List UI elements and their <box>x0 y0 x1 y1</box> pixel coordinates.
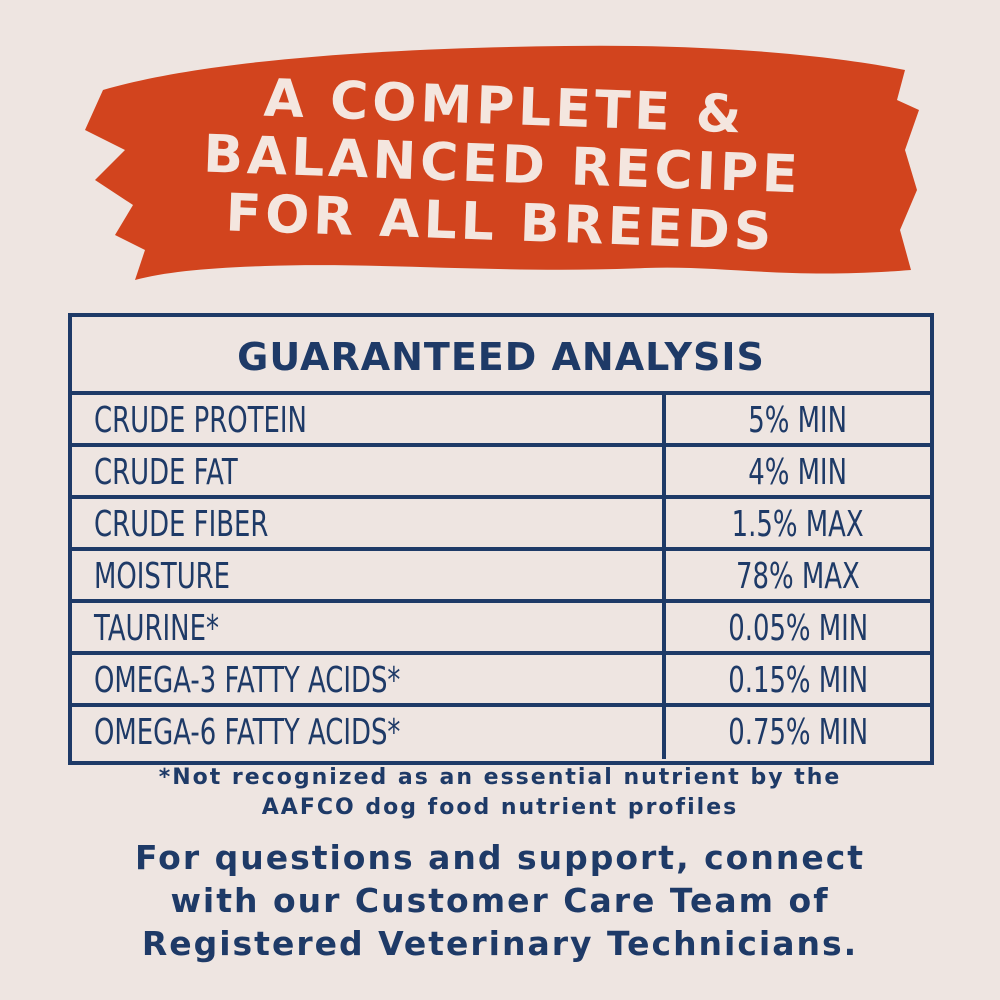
table-title: GUARANTEED ANALYSIS <box>72 317 930 395</box>
table-row: OMEGA-6 FATTY ACIDS* 0.75% MIN <box>72 707 930 759</box>
value-cell: 1.5% MAX <box>666 499 930 547</box>
nutrient-name: CRUDE FAT <box>94 452 238 493</box>
footnote: *Not recognized as an essential nutrient… <box>0 763 1000 823</box>
nutrient-value: 0.15% MIN <box>728 660 868 701</box>
table-row: TAURINE* 0.05% MIN <box>72 603 930 655</box>
support-line: with our Customer Care Team of <box>170 881 830 920</box>
footnote-line: *Not recognized as an essential nutrient… <box>158 765 842 790</box>
nutrient-name: OMEGA-3 FATTY ACIDS* <box>94 660 401 701</box>
banner: A COMPLETE & BALANCED RECIPE FOR ALL BRE… <box>85 40 920 285</box>
nutrient-name: MOISTURE <box>94 556 231 597</box>
nutrient-value: 4% MIN <box>748 452 848 493</box>
value-cell: 0.05% MIN <box>666 603 930 651</box>
table-row: CRUDE FAT 4% MIN <box>72 447 930 499</box>
nutrient-name: CRUDE PROTEIN <box>94 400 307 441</box>
brush-stroke-shape <box>85 45 919 280</box>
nutrient-name: OMEGA-6 FATTY ACIDS* <box>94 712 401 753</box>
nutrient-value: 5% MIN <box>748 400 848 441</box>
value-cell: 5% MIN <box>666 395 930 443</box>
nutrient-cell: MOISTURE <box>72 551 666 599</box>
nutrient-cell: TAURINE* <box>72 603 666 651</box>
support-line: For questions and support, connect <box>134 838 866 877</box>
nutrient-value: 0.05% MIN <box>728 608 868 649</box>
table-row: MOISTURE 78% MAX <box>72 551 930 603</box>
nutrient-name: CRUDE FIBER <box>94 504 269 545</box>
table-row: CRUDE PROTEIN 5% MIN <box>72 395 930 447</box>
table-row: OMEGA-3 FATTY ACIDS* 0.15% MIN <box>72 655 930 707</box>
value-cell: 78% MAX <box>666 551 930 599</box>
nutrient-cell: OMEGA-3 FATTY ACIDS* <box>72 655 666 703</box>
footnote-line: AAFCO dog food nutrient profiles <box>261 795 739 820</box>
nutrient-name: TAURINE* <box>94 608 219 649</box>
value-cell: 0.15% MIN <box>666 655 930 703</box>
table-row: CRUDE FIBER 1.5% MAX <box>72 499 930 551</box>
nutrient-cell: OMEGA-6 FATTY ACIDS* <box>72 707 666 759</box>
value-cell: 4% MIN <box>666 447 930 495</box>
nutrient-value: 0.75% MIN <box>728 712 868 753</box>
nutrient-cell: CRUDE FAT <box>72 447 666 495</box>
nutrient-value: 78% MAX <box>736 556 860 597</box>
nutrient-value: 1.5% MAX <box>732 504 864 545</box>
support-message: For questions and support, connect with … <box>0 836 1000 965</box>
support-line: Registered Veterinary Technicians. <box>141 924 859 963</box>
nutrient-cell: CRUDE FIBER <box>72 499 666 547</box>
value-cell: 0.75% MIN <box>666 707 930 759</box>
nutrient-cell: CRUDE PROTEIN <box>72 395 666 443</box>
guaranteed-analysis-table: GUARANTEED ANALYSIS CRUDE PROTEIN 5% MIN C… <box>68 313 934 765</box>
